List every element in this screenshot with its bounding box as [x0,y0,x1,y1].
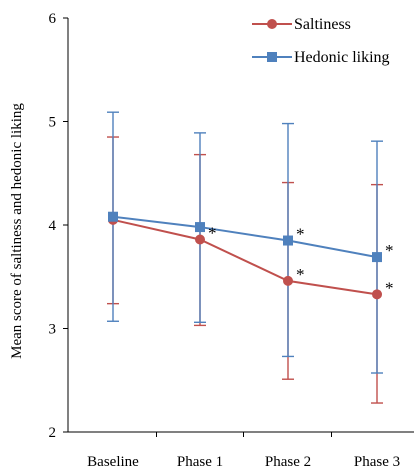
data-point [195,234,205,245]
data-point [283,235,293,246]
data-point [372,252,382,263]
significance-marker: * [296,265,305,284]
legend: Saltiness Hedonic liking [252,16,390,66]
y-tick-label: 6 [49,11,57,27]
error-bars [107,111,383,404]
data-point [283,275,293,286]
legend-label: Hedonic liking [294,49,390,66]
y-tick-label: 2 [49,425,57,441]
y-tick-label: 3 [49,322,57,338]
y-tick-label: 5 [49,115,57,131]
y-axis-title: Mean score of saltiness and hedonic liki… [9,103,25,359]
legend-marker [267,52,277,62]
legend-marker [267,19,277,29]
data-point [195,222,205,233]
significance-marker: * [385,278,394,297]
x-tick-label: Baseline [87,454,139,470]
data-point [372,289,382,300]
series-lines [108,211,382,300]
x-tick-label: Phase 3 [354,454,400,470]
x-tick-label: Phase 2 [265,454,311,470]
significance-markers: * * * * * [208,223,394,297]
x-tick-label: Phase 1 [177,454,223,470]
significance-marker: * [296,225,305,244]
legend-label: Saltiness [294,16,351,33]
series-line-1 [112,215,378,259]
y-tick-label: 4 [49,218,57,234]
data-point [108,211,118,222]
series-line-0 [112,218,378,296]
significance-marker: * [208,223,217,242]
axes: 2 3 4 5 6 Baseline Phase 1 Phase 2 Phase 3 Mean s… [9,11,414,470]
significance-marker: * [385,241,394,260]
